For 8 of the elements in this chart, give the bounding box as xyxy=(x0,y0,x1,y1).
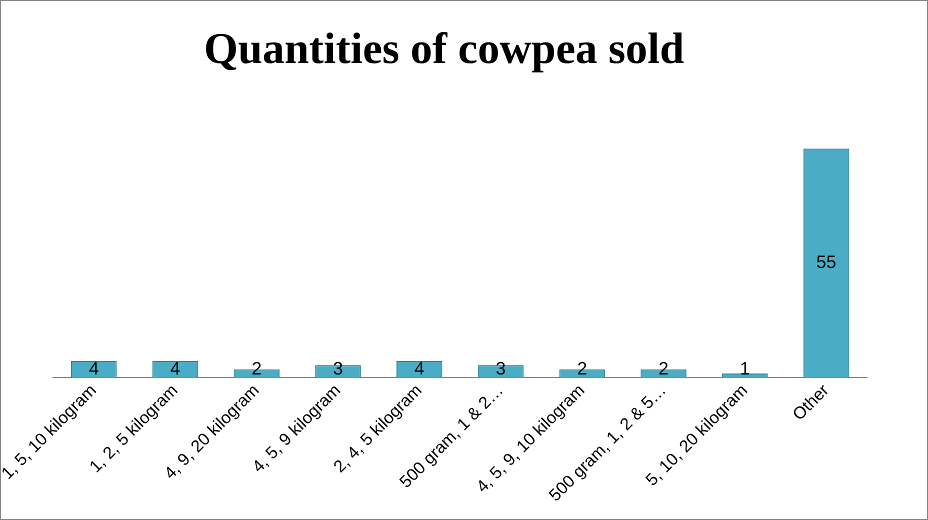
data-label: 3 xyxy=(496,358,506,379)
data-label: 3 xyxy=(333,358,344,379)
data-label: 1 xyxy=(740,358,750,379)
chart-title: Quantities of cowpea sold xyxy=(204,24,684,73)
data-label: 4 xyxy=(414,358,424,378)
data-label: 55 xyxy=(816,252,836,272)
data-label: 4 xyxy=(170,358,180,378)
data-label: 4 xyxy=(88,358,99,378)
